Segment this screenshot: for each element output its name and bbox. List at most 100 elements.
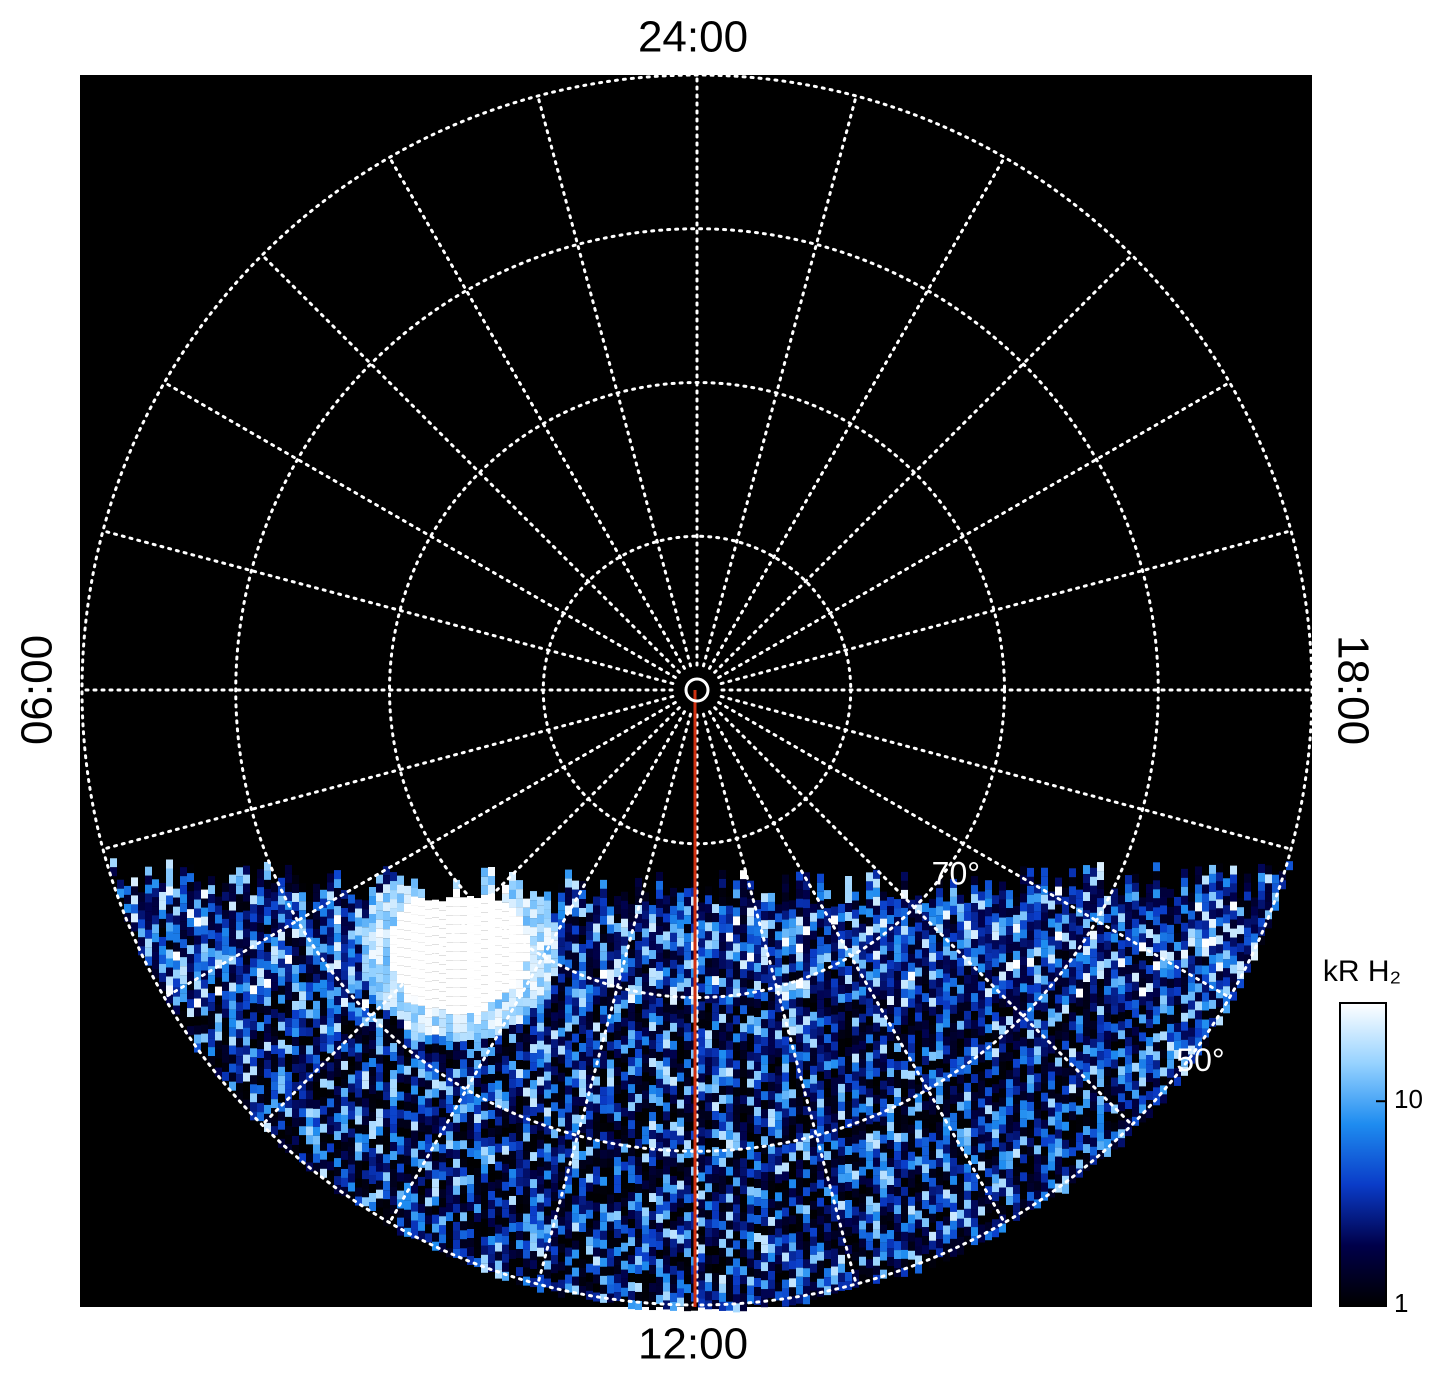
aurora-pixel — [712, 1057, 719, 1067]
aurora-pixel — [1020, 1172, 1027, 1182]
aurora-pixel — [754, 1233, 761, 1243]
aurora-pixel — [761, 992, 768, 1002]
aurora-pixel — [439, 1189, 446, 1199]
aurora-pixel — [649, 1157, 656, 1167]
aurora-pixel — [635, 1021, 642, 1031]
aurora-pixel — [831, 1014, 838, 1024]
aurora-pixel — [684, 1284, 691, 1294]
aurora-pixel — [236, 1047, 243, 1057]
aurora-pixel — [404, 1011, 411, 1021]
aurora-pixel — [999, 1106, 1006, 1116]
aurora-pixel — [936, 933, 943, 943]
aurora-pixel — [915, 1246, 922, 1256]
aurora-pixel — [621, 963, 628, 973]
aurora-pixel — [712, 940, 719, 950]
aurora-pixel — [985, 1222, 992, 1232]
aurora-pixel — [880, 954, 887, 964]
aurora-pixel — [733, 1123, 740, 1133]
aurora-pixel — [726, 1301, 733, 1311]
aurora-pixel — [306, 901, 313, 911]
aurora-pixel — [964, 1172, 971, 1182]
aurora-pixel — [579, 1024, 586, 1034]
aurora-pixel — [1013, 1013, 1020, 1023]
aurora-pixel — [628, 1129, 635, 1139]
aurora-pixel — [285, 1026, 292, 1036]
aurora-pixel — [656, 1240, 663, 1250]
aurora-pixel — [194, 1016, 201, 1026]
aurora-pixel — [775, 1102, 782, 1112]
aurora-pixel — [733, 1267, 740, 1277]
aurora-pixel — [565, 1247, 572, 1257]
aurora-pixel — [1034, 974, 1041, 984]
aurora-pixel — [943, 1189, 950, 1199]
aurora-pixel — [145, 947, 152, 957]
aurora-pixel — [579, 1087, 586, 1097]
aurora-pixel — [915, 1237, 922, 1247]
aurora-pixel — [768, 973, 775, 983]
aurora-pixel — [824, 1097, 831, 1107]
aurora-pixel — [950, 968, 957, 978]
aurora-pixel — [628, 985, 635, 995]
aurora-pixel — [761, 1163, 768, 1173]
aurora-pixel — [789, 1215, 796, 1225]
aurora-pixel — [642, 1261, 649, 1271]
aurora-pixel — [943, 901, 950, 911]
aurora-pixel — [509, 1195, 516, 1205]
aurora-pixel — [565, 1004, 572, 1014]
aurora-pixel — [334, 1104, 341, 1114]
aurora-pixel — [299, 1135, 306, 1145]
aurora-pixel — [607, 1293, 614, 1303]
aurora-pixel — [1041, 867, 1048, 877]
aurora-pixel — [684, 1113, 691, 1123]
aurora-pixel — [320, 952, 327, 962]
aurora-pixel — [446, 960, 453, 970]
aurora-pixel — [726, 1085, 733, 1095]
aurora-pixel — [635, 1129, 642, 1139]
aurora-pixel — [873, 1220, 880, 1230]
aurora-pixel — [313, 1153, 320, 1163]
aurora-pixel — [621, 1044, 628, 1054]
aurora-pixel — [747, 1258, 754, 1268]
aurora-pixel — [383, 884, 390, 894]
aurora-pixel — [404, 1200, 411, 1210]
aurora-pixel — [677, 1180, 684, 1190]
aurora-pixel — [901, 1177, 908, 1187]
aurora-pixel — [726, 1220, 733, 1230]
aurora-pixel — [670, 1229, 677, 1239]
aurora-pixel — [404, 1110, 411, 1120]
aurora-pixel — [726, 932, 733, 942]
aurora-pixel — [635, 1300, 642, 1310]
aurora-pixel — [1027, 993, 1034, 1003]
aurora-pixel — [810, 993, 817, 1003]
aurora-pixel — [957, 1155, 964, 1165]
aurora-pixel — [264, 879, 271, 889]
aurora-pixel — [915, 994, 922, 1004]
aurora-pixel — [635, 1048, 642, 1058]
aurora-pixel — [733, 1033, 740, 1043]
aurora-pixel — [817, 1197, 824, 1207]
aurora-pixel — [285, 1107, 292, 1117]
aurora-pixel — [957, 975, 964, 985]
aurora-pixel — [523, 1006, 530, 1016]
aurora-pixel — [824, 1223, 831, 1233]
aurora-pixel — [607, 1023, 614, 1033]
aurora-pixel — [453, 1140, 460, 1150]
aurora-pixel — [747, 925, 754, 935]
aurora-pixel — [355, 1034, 362, 1044]
aurora-pixel — [887, 1185, 894, 1195]
aurora-pixel — [355, 953, 362, 963]
aurora-pixel — [971, 1029, 978, 1039]
aurora-pixel — [887, 1086, 894, 1096]
aurora-pixel — [943, 1126, 950, 1136]
aurora-pixel — [992, 913, 999, 923]
aurora-pixel — [684, 1104, 691, 1114]
aurora-pixel — [817, 972, 824, 982]
aurora-pixel — [299, 1045, 306, 1055]
aurora-pixel — [908, 962, 915, 972]
aurora-pixel — [565, 1085, 572, 1095]
aurora-pixel — [425, 927, 432, 937]
aurora-pixel — [859, 1166, 866, 1176]
aurora-pixel — [670, 1193, 677, 1203]
aurora-pixel — [677, 1252, 684, 1262]
aurora-pixel — [831, 1194, 838, 1204]
